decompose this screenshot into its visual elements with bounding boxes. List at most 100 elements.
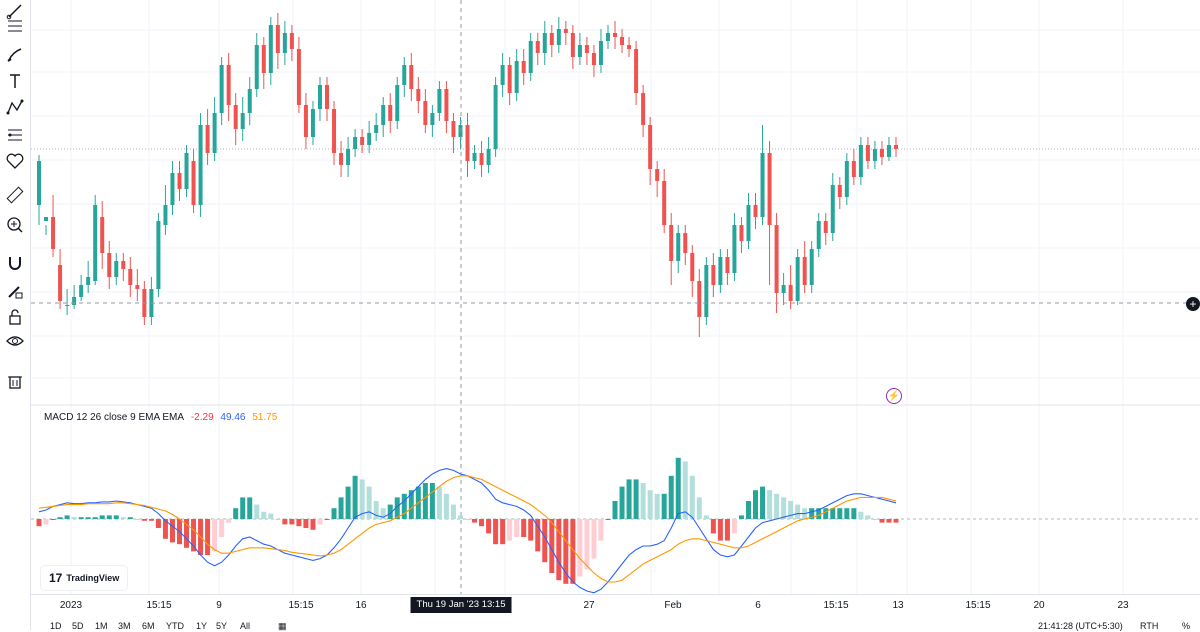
candle xyxy=(704,257,709,325)
macd-histogram-bar xyxy=(212,519,218,552)
brush-icon[interactable] xyxy=(4,44,26,66)
range-button-1d[interactable]: 1D xyxy=(50,621,62,631)
candle xyxy=(58,249,63,309)
candle-body xyxy=(500,65,505,85)
macd-histogram-bar xyxy=(647,490,653,519)
macd-histogram-bar xyxy=(366,486,372,519)
lock-pencil-icon[interactable] xyxy=(4,280,26,302)
price-chart[interactable] xyxy=(31,0,1200,630)
candle xyxy=(395,77,400,129)
macd-histogram-bar xyxy=(844,508,850,519)
candle xyxy=(381,97,386,137)
candle-body xyxy=(367,133,372,145)
macd-histogram-bar xyxy=(872,519,878,520)
calendar-icon[interactable]: ▦ xyxy=(278,621,287,631)
candle xyxy=(802,241,807,293)
macd-histogram-bar xyxy=(310,519,316,530)
add-alert-plus-icon[interactable]: + xyxy=(1186,297,1200,311)
candle xyxy=(535,33,540,65)
horizontal-lines-icon[interactable] xyxy=(4,15,26,37)
candle xyxy=(226,53,231,121)
percent-scale-button[interactable]: % xyxy=(1182,621,1191,631)
trash-icon[interactable] xyxy=(4,370,26,392)
candle xyxy=(605,25,610,49)
range-button-all[interactable]: All xyxy=(240,621,251,631)
candle xyxy=(282,21,287,65)
candle xyxy=(823,213,828,245)
candle-body xyxy=(339,153,344,165)
range-button-3m[interactable]: 3M xyxy=(118,621,131,631)
candle-body xyxy=(690,253,695,281)
macd-histogram-bar xyxy=(570,519,576,584)
trend-line-icon[interactable] xyxy=(4,0,26,22)
candle xyxy=(725,249,730,285)
candle-body xyxy=(886,145,891,157)
candle xyxy=(128,257,133,297)
macd-histogram-bar xyxy=(240,497,246,519)
zoom-in-icon[interactable] xyxy=(4,214,26,236)
candle xyxy=(177,161,182,201)
candle-body xyxy=(219,65,224,113)
lock-icon[interactable] xyxy=(4,306,26,328)
text-icon[interactable] xyxy=(4,70,26,92)
macd-histogram-bar xyxy=(331,508,337,519)
macd-legend[interactable]: MACD 12 26 close 9 EMA EMA -2.29 49.46 5… xyxy=(44,412,281,423)
macd-histogram-bar xyxy=(394,497,400,519)
candle xyxy=(184,145,189,197)
range-button-5y[interactable]: 5Y xyxy=(216,621,228,631)
candle xyxy=(739,217,744,253)
time-tick-label: 27 xyxy=(583,600,595,611)
candle xyxy=(156,213,161,297)
candle-body xyxy=(261,45,266,73)
candle xyxy=(254,33,259,97)
candle-body xyxy=(93,205,98,281)
macd-histogram-bar xyxy=(254,504,260,519)
range-button-ytd[interactable]: YTD xyxy=(166,621,184,631)
range-button-1m[interactable]: 1M xyxy=(95,621,108,631)
pattern-icon[interactable] xyxy=(4,96,26,118)
candle xyxy=(79,275,84,301)
candle-body xyxy=(781,285,786,293)
tradingview-logo-icon: 17 xyxy=(49,571,63,585)
macd-histogram-bar xyxy=(457,515,463,519)
candle-body xyxy=(634,49,639,93)
time-tick-label: 15:15 xyxy=(823,600,849,611)
candle-body xyxy=(535,41,540,53)
candle xyxy=(844,153,849,205)
candle xyxy=(795,249,800,305)
macd-histogram-bar xyxy=(78,517,84,519)
candle xyxy=(872,141,877,169)
candle xyxy=(374,113,379,141)
macd-histogram-bar xyxy=(605,519,611,520)
magnet-icon[interactable] xyxy=(4,252,26,274)
tradingview-logo[interactable]: 17 TradingView xyxy=(41,566,128,590)
macd-histogram-bar xyxy=(493,519,499,545)
range-button-5d[interactable]: 5D xyxy=(72,621,84,631)
candle-body xyxy=(697,281,702,317)
candle-body xyxy=(648,125,653,169)
session-button[interactable]: RTH xyxy=(1140,621,1159,631)
macd-histogram-bar xyxy=(233,508,239,519)
ruler-icon[interactable] xyxy=(4,184,26,206)
lightning-bolt-icon[interactable]: ⚡ xyxy=(886,388,902,404)
eye-icon[interactable] xyxy=(4,330,26,352)
macd-histogram-value: -2.29 xyxy=(190,412,214,423)
heart-icon[interactable] xyxy=(4,150,26,172)
candle xyxy=(774,213,779,313)
chart-area[interactable]: MACD 12 26 close 9 EMA EMA -2.29 49.46 5… xyxy=(31,0,1200,630)
candle-body xyxy=(381,105,386,125)
macd-histogram-bar xyxy=(436,486,442,519)
candle xyxy=(690,245,695,297)
measure-lines-icon[interactable] xyxy=(4,124,26,146)
macd-histogram-bar xyxy=(99,515,105,519)
candle-body xyxy=(254,45,259,89)
time-axis[interactable]: 2023 15:15 9 15:15 16 27 Feb 6 15:15 13 15:15 20 23 T… xyxy=(31,594,1200,617)
candle xyxy=(697,269,702,337)
candle xyxy=(830,173,835,241)
macd-histogram-bar xyxy=(338,497,344,519)
candle xyxy=(648,117,653,185)
candle-body xyxy=(374,125,379,133)
range-button-6m[interactable]: 6M xyxy=(142,621,155,631)
range-button-1y[interactable]: 1Y xyxy=(196,621,208,631)
candle-body xyxy=(86,277,91,285)
